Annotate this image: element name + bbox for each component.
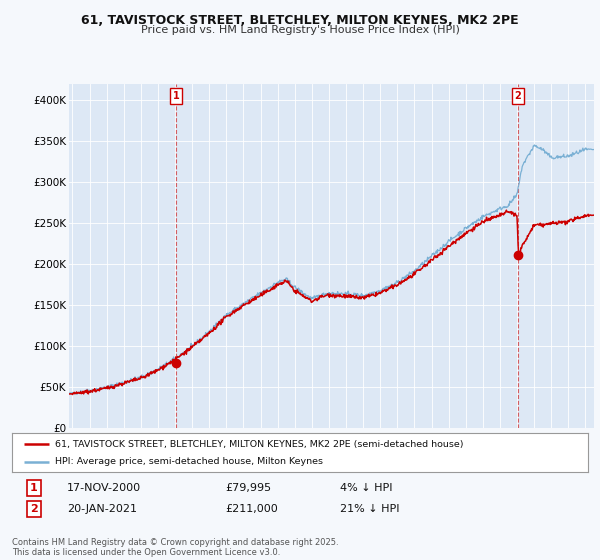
- Text: 2: 2: [30, 504, 38, 514]
- Text: Price paid vs. HM Land Registry's House Price Index (HPI): Price paid vs. HM Land Registry's House …: [140, 25, 460, 35]
- Text: 4% ↓ HPI: 4% ↓ HPI: [340, 483, 393, 493]
- Text: HPI: Average price, semi-detached house, Milton Keynes: HPI: Average price, semi-detached house,…: [55, 458, 323, 466]
- Text: 61, TAVISTOCK STREET, BLETCHLEY, MILTON KEYNES, MK2 2PE: 61, TAVISTOCK STREET, BLETCHLEY, MILTON …: [81, 14, 519, 27]
- Text: 2: 2: [515, 91, 521, 101]
- Text: 20-JAN-2021: 20-JAN-2021: [67, 504, 137, 514]
- Text: 17-NOV-2000: 17-NOV-2000: [67, 483, 141, 493]
- Text: £211,000: £211,000: [225, 504, 278, 514]
- Text: Contains HM Land Registry data © Crown copyright and database right 2025.
This d: Contains HM Land Registry data © Crown c…: [12, 538, 338, 557]
- Text: 1: 1: [30, 483, 38, 493]
- Text: 61, TAVISTOCK STREET, BLETCHLEY, MILTON KEYNES, MK2 2PE (semi-detached house): 61, TAVISTOCK STREET, BLETCHLEY, MILTON …: [55, 440, 464, 449]
- Text: 1: 1: [173, 91, 179, 101]
- Text: £79,995: £79,995: [225, 483, 271, 493]
- Text: 21% ↓ HPI: 21% ↓ HPI: [340, 504, 400, 514]
